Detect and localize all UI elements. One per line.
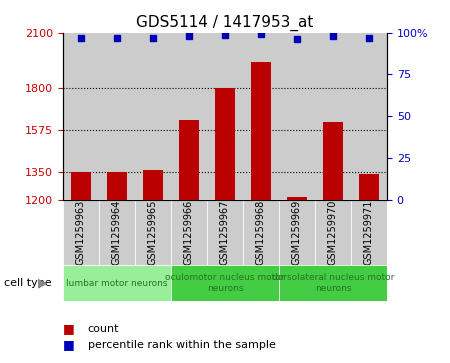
- Bar: [63, 33, 99, 200]
- Text: GSM1259965: GSM1259965: [148, 200, 158, 265]
- Bar: [315, 33, 351, 200]
- Bar: [351, 200, 387, 265]
- Bar: [63, 265, 171, 301]
- Bar: [99, 33, 135, 200]
- Bar: [351, 33, 387, 200]
- Bar: [215, 88, 235, 200]
- Bar: [63, 200, 99, 265]
- Text: ■: ■: [63, 338, 75, 351]
- Text: GSM1259968: GSM1259968: [256, 200, 266, 265]
- Bar: [171, 33, 207, 200]
- Text: dorsolateral nucleus motor
neurons: dorsolateral nucleus motor neurons: [272, 273, 394, 293]
- Text: cell type: cell type: [4, 278, 52, 288]
- Text: GSM1259971: GSM1259971: [364, 200, 374, 265]
- Bar: [315, 200, 351, 265]
- Bar: [279, 265, 387, 301]
- Bar: [359, 174, 379, 200]
- Bar: [323, 122, 343, 200]
- Bar: [243, 200, 279, 265]
- Bar: [243, 33, 279, 200]
- Text: ▶: ▶: [38, 277, 48, 290]
- Bar: [279, 33, 315, 200]
- Bar: [171, 265, 279, 301]
- Bar: [107, 172, 127, 200]
- Text: ■: ■: [63, 322, 75, 335]
- Bar: [279, 200, 315, 265]
- Text: GSM1259966: GSM1259966: [184, 200, 194, 265]
- Title: GDS5114 / 1417953_at: GDS5114 / 1417953_at: [136, 15, 314, 31]
- Bar: [251, 62, 271, 200]
- Bar: [171, 200, 207, 265]
- Text: percentile rank within the sample: percentile rank within the sample: [88, 340, 275, 350]
- Bar: [99, 200, 135, 265]
- Bar: [135, 33, 171, 200]
- Bar: [287, 197, 307, 200]
- Text: lumbar motor neurons: lumbar motor neurons: [66, 279, 168, 287]
- Bar: [71, 172, 91, 200]
- Bar: [207, 33, 243, 200]
- Text: count: count: [88, 323, 119, 334]
- Bar: [179, 120, 199, 200]
- Bar: [135, 200, 171, 265]
- Bar: [207, 200, 243, 265]
- Text: oculomotor nucleus motor
neurons: oculomotor nucleus motor neurons: [165, 273, 285, 293]
- Text: GSM1259963: GSM1259963: [76, 200, 86, 265]
- Text: GSM1259964: GSM1259964: [112, 200, 122, 265]
- Text: GSM1259969: GSM1259969: [292, 200, 302, 265]
- Text: GSM1259970: GSM1259970: [328, 200, 338, 265]
- Text: GSM1259967: GSM1259967: [220, 200, 230, 265]
- Bar: [143, 170, 163, 200]
